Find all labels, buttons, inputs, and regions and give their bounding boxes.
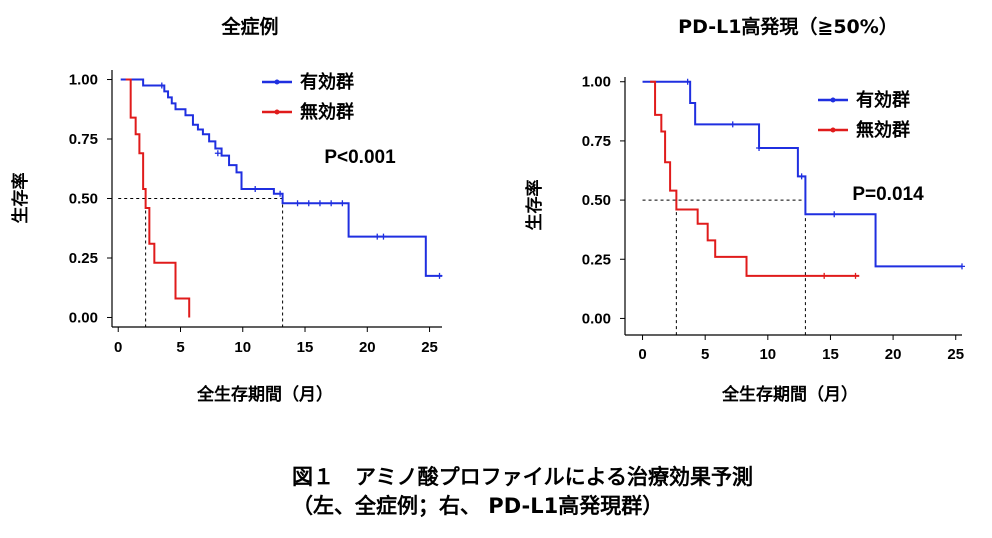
censor-mark-effective xyxy=(316,200,323,207)
x-tick-label: 25 xyxy=(947,346,964,363)
legend-marker-effective xyxy=(274,79,280,85)
survival-curve-ineffective xyxy=(125,78,191,318)
legend-marker-ineffective xyxy=(274,109,280,115)
survival-curve-effective xyxy=(642,80,962,268)
survival-curve-ineffective xyxy=(650,80,860,277)
y-tick-label: 0.25 xyxy=(69,250,98,267)
y-tick-label: 0.50 xyxy=(582,192,611,209)
x-tick-label: 20 xyxy=(359,339,376,356)
censor-mark-effective xyxy=(729,121,736,128)
legend-label-effective: 有効群 xyxy=(856,89,910,111)
censor-mark-effective xyxy=(380,233,387,240)
p-value-label: P=0.014 xyxy=(852,184,924,205)
censor-mark-effective xyxy=(798,173,805,180)
y-tick-label: 0.50 xyxy=(69,191,98,208)
censor-mark-effective xyxy=(831,211,838,218)
survival-curve-effective xyxy=(120,78,442,277)
x-axis-label: 全生存期間（月） xyxy=(721,384,858,405)
y-tick-label: 0.25 xyxy=(582,251,611,268)
y-tick-label: 1.00 xyxy=(582,74,611,91)
x-tick-label: 10 xyxy=(759,346,776,363)
censor-mark-effective xyxy=(294,200,301,207)
y-tick-label: 1.00 xyxy=(69,72,98,89)
censor-mark-effective xyxy=(328,200,335,207)
x-axis-label: 全生存期間（月） xyxy=(196,384,333,405)
y-axis-label: 生存率 xyxy=(524,180,545,231)
legend-label-effective: 有効群 xyxy=(300,71,354,93)
figure-caption-line1: 図１ アミノ酸プロファイルによる治療効果予測 xyxy=(292,465,753,489)
censor-mark-effective xyxy=(305,200,312,207)
km-chart-pdl1-high: PD-L1高発現（≧50%） 0.00 0.25 0.50 0.75 1.00 0 5 10 15… xyxy=(524,15,965,405)
chart-title: PD-L1高発現（≧50%） xyxy=(678,15,898,38)
x-tick-label: 10 xyxy=(234,339,251,356)
x-tick-label: 5 xyxy=(701,346,709,363)
legend-label-ineffective: 無効群 xyxy=(856,119,910,141)
x-tick-label: 15 xyxy=(297,339,314,356)
y-tick-label: 0.00 xyxy=(582,310,611,327)
x-tick-label: 5 xyxy=(176,339,184,356)
censor-mark-effective xyxy=(339,200,346,207)
figure-caption-line2: （左、全症例；右、 PD-L1高発現群） xyxy=(292,494,664,518)
x-tick-label: 0 xyxy=(638,346,646,363)
censor-mark-effective xyxy=(684,78,691,85)
censor-mark-ineffective xyxy=(821,272,828,279)
censor-mark-effective xyxy=(277,190,284,197)
censor-mark-effective xyxy=(158,82,165,89)
p-value-label: P<0.001 xyxy=(324,147,396,168)
legend-label-ineffective: 無効群 xyxy=(300,101,354,123)
censor-mark-effective xyxy=(214,150,221,157)
censor-mark-effective xyxy=(252,185,259,192)
km-chart-all-cases: 全症例 0.00 0.25 0.50 0.75 1.00 0 5 10 15 20 25 生存率全生存期… xyxy=(10,15,443,405)
y-tick-label: 0.75 xyxy=(69,131,98,148)
legend-marker-effective xyxy=(830,97,836,103)
y-axis-label: 生存率 xyxy=(10,173,31,224)
censor-mark-effective xyxy=(959,263,965,270)
x-tick-label: 15 xyxy=(822,346,839,363)
censor-mark-effective xyxy=(436,272,443,279)
y-tick-label: 0.75 xyxy=(582,133,611,150)
censor-mark-ineffective xyxy=(852,272,859,279)
x-tick-label: 25 xyxy=(421,339,438,356)
censor-mark-effective xyxy=(756,145,763,152)
censor-mark-effective xyxy=(374,233,381,240)
x-tick-label: 20 xyxy=(885,346,902,363)
y-tick-label: 0.00 xyxy=(69,309,98,326)
chart-title: 全症例 xyxy=(220,15,278,38)
x-tick-label: 0 xyxy=(114,339,122,356)
legend-marker-ineffective xyxy=(830,127,836,133)
